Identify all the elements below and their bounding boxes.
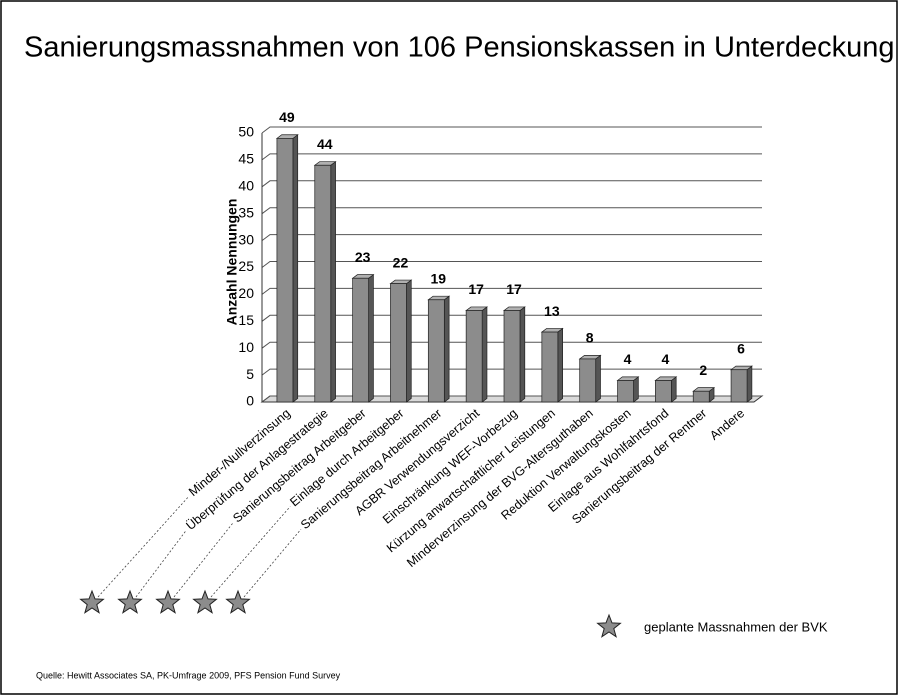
bar-side xyxy=(481,306,488,403)
bar xyxy=(503,310,521,403)
y-tick-label: 45 xyxy=(238,151,254,167)
bar-side xyxy=(443,295,450,403)
data-label: 13 xyxy=(544,303,560,319)
data-label: 49 xyxy=(279,109,295,125)
grid-line xyxy=(261,287,762,295)
legend-label: geplante Massnahmen der BVK xyxy=(644,619,828,634)
y-tick-label: 0 xyxy=(246,393,254,409)
bar-side xyxy=(633,376,639,403)
star-connector xyxy=(135,529,187,598)
y-tick-label: 20 xyxy=(238,285,254,301)
grid-line xyxy=(261,314,762,322)
y-tick-label: 35 xyxy=(238,204,254,220)
y-tick-label: 15 xyxy=(238,312,254,328)
star-marker xyxy=(192,589,218,614)
bar-side xyxy=(406,279,412,403)
data-label: 22 xyxy=(393,254,409,270)
bar-side xyxy=(746,365,753,403)
data-label: 2 xyxy=(699,362,707,378)
bar xyxy=(579,358,597,403)
y-axis-label: Anzahl Nennungen xyxy=(224,199,240,326)
bar xyxy=(692,390,710,403)
y-tick-label: 50 xyxy=(238,124,254,140)
bar xyxy=(655,380,672,403)
data-label: 19 xyxy=(431,270,447,286)
bar-side xyxy=(330,160,336,403)
bar xyxy=(617,380,634,403)
data-label: 17 xyxy=(506,281,522,297)
grid-line xyxy=(261,180,762,188)
legend-star xyxy=(596,613,622,638)
bar xyxy=(427,299,445,403)
bar-side xyxy=(292,134,299,403)
data-label: 8 xyxy=(586,330,594,346)
star-marker xyxy=(117,589,143,614)
grid-line xyxy=(261,341,762,349)
star-marker xyxy=(155,589,181,614)
y-tick-label: 25 xyxy=(238,258,254,274)
bar-side xyxy=(595,354,601,403)
star-connector xyxy=(210,506,291,598)
grid-line xyxy=(261,234,762,241)
bar xyxy=(730,369,748,403)
bar-side xyxy=(557,327,563,403)
data-label: 44 xyxy=(317,136,333,152)
bar-side xyxy=(368,273,374,403)
y-tick-label: 40 xyxy=(238,178,254,194)
y-tick-label: 5 xyxy=(246,366,254,382)
data-label: 6 xyxy=(737,340,745,356)
grid-line xyxy=(261,126,762,134)
y-tick-label: 30 xyxy=(238,231,254,247)
grid-line xyxy=(261,153,762,161)
star-marker xyxy=(79,589,105,614)
grid-line xyxy=(261,261,762,268)
bar-side xyxy=(519,306,526,403)
bar xyxy=(390,283,407,403)
bar-side xyxy=(671,376,677,403)
bar xyxy=(465,310,483,403)
data-label: 4 xyxy=(624,351,632,367)
bar xyxy=(541,331,559,403)
star-connector xyxy=(243,528,302,598)
y-tick-label: 10 xyxy=(238,339,254,355)
bar xyxy=(276,138,294,403)
star-marker xyxy=(225,589,251,614)
data-label: 23 xyxy=(355,249,371,265)
bar xyxy=(314,164,332,403)
star-connector xyxy=(97,495,190,598)
data-label: 4 xyxy=(661,351,669,367)
chart-title: Sanierungsmassnahmen von 106 Pensionskas… xyxy=(24,32,895,64)
bar xyxy=(352,277,369,403)
data-label: 17 xyxy=(468,281,484,297)
grid-line xyxy=(261,207,762,215)
source: Quelle: Hewitt Associates SA, PK-Umfrage… xyxy=(36,670,341,680)
